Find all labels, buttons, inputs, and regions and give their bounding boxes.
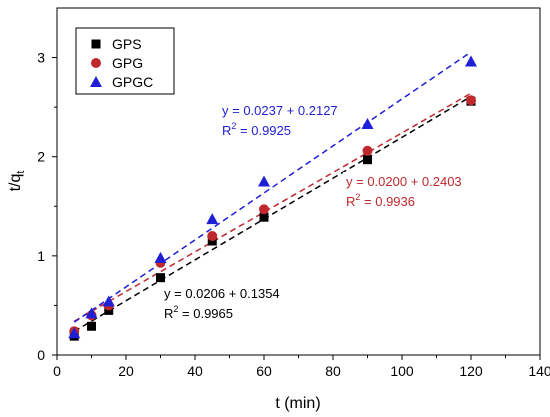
x-tick-label-80: 80 bbox=[325, 363, 341, 379]
x-tick-label-100: 100 bbox=[390, 363, 414, 379]
axes: 0 20 40 60 80 100 120 140 0 1 2 3 bbox=[37, 50, 550, 379]
y-axis-title: t/qt bbox=[7, 171, 27, 192]
annotation-gps: y = 0.0206 + 0.1354 R2 = 0.9965 bbox=[160, 285, 286, 323]
annotation-gpg: y = 0.0200 + 0.2403 R2 = 0.9936 bbox=[343, 172, 472, 210]
point-gpgc-1 bbox=[85, 307, 98, 319]
point-gpgc-0 bbox=[68, 327, 81, 339]
point-gpg-4 bbox=[207, 231, 218, 242]
point-gpgc-7 bbox=[465, 55, 477, 67]
annotation-gps-r2-prefix: R bbox=[164, 306, 173, 321]
annotation-gpgc-r2-value: = 0.9925 bbox=[236, 123, 291, 138]
point-gps-6 bbox=[363, 155, 372, 165]
point-gpg-6 bbox=[362, 145, 373, 156]
y-tick-label-1: 1 bbox=[37, 248, 45, 264]
x-tick-label-120: 120 bbox=[459, 363, 483, 379]
annotation-gps-r2: R2 = 0.9965 bbox=[164, 304, 233, 321]
x-tick-label-40: 40 bbox=[187, 363, 203, 379]
y-tick-label-0: 0 bbox=[37, 347, 45, 363]
annotation-gpg-r2-prefix: R bbox=[346, 194, 355, 209]
point-gpgc-6 bbox=[361, 117, 374, 129]
x-tick-label-20: 20 bbox=[118, 363, 134, 379]
point-gpgc-3 bbox=[154, 251, 167, 263]
legend-label-gpg: GPG bbox=[112, 55, 143, 71]
point-gpgc-2 bbox=[102, 295, 115, 307]
annotation-gpg-bg bbox=[343, 172, 472, 210]
annotation-gps-r2-sup: 2 bbox=[173, 304, 178, 314]
annotation-gps-bg bbox=[160, 285, 286, 323]
legend-marker-gps bbox=[91, 39, 101, 49]
legend-label-gpgc: GPGC bbox=[112, 74, 153, 90]
point-gpg-5 bbox=[259, 204, 269, 215]
point-gpgc-5 bbox=[258, 175, 270, 187]
annotation-gps-equation: y = 0.0206 + 0.1354 bbox=[164, 286, 280, 301]
annotation-gps-r2-value: = 0.9965 bbox=[178, 306, 233, 321]
y-tick-label-3: 3 bbox=[37, 50, 45, 66]
annotation-gpgc-r2-prefix: R bbox=[222, 123, 231, 138]
legend-marker-gpg bbox=[91, 58, 101, 68]
fit-line-gpg bbox=[73, 92, 472, 322]
annotation-gpg-r2-value: = 0.9936 bbox=[360, 194, 415, 209]
annotation-gpgc-r2-sup: 2 bbox=[231, 121, 236, 131]
point-gps-5 bbox=[259, 212, 269, 222]
x-axis-title: t (min) bbox=[275, 395, 320, 412]
annotation-gpg-equation: y = 0.0200 + 0.2403 bbox=[346, 174, 462, 189]
legend: GPS GPG GPGC bbox=[75, 27, 175, 95]
point-gps-1 bbox=[87, 321, 96, 331]
annotation-gpgc: y = 0.0237 + 0.2127 R2 = 0.9925 bbox=[222, 103, 338, 138]
annotation-gpgc-equation: y = 0.0237 + 0.2127 bbox=[222, 103, 338, 118]
y-tick-label-2: 2 bbox=[37, 149, 45, 165]
x-tick-label-60: 60 bbox=[256, 363, 272, 379]
legend-label-gps: GPS bbox=[112, 36, 142, 52]
point-gpgc-4 bbox=[206, 213, 219, 225]
y-axis-title-main: t/q bbox=[7, 174, 24, 192]
annotation-gpg-r2-sup: 2 bbox=[355, 192, 360, 202]
y-axis-title-subscript: t bbox=[15, 171, 27, 174]
annotation-gpg-r2: R2 = 0.9936 bbox=[346, 192, 415, 209]
x-tick-label-140: 140 bbox=[528, 363, 550, 379]
fit-line-gpgc bbox=[73, 51, 472, 323]
fit-line-gps bbox=[73, 95, 472, 333]
x-tick-label-0: 0 bbox=[53, 363, 61, 379]
point-gpg-7 bbox=[466, 95, 476, 106]
data-markers bbox=[68, 55, 477, 341]
fit-lines bbox=[73, 51, 472, 333]
annotation-gpgc-r2: R2 = 0.9925 bbox=[222, 121, 291, 138]
legend-marker-gpgc bbox=[90, 76, 102, 87]
point-gps-3 bbox=[156, 273, 165, 283]
